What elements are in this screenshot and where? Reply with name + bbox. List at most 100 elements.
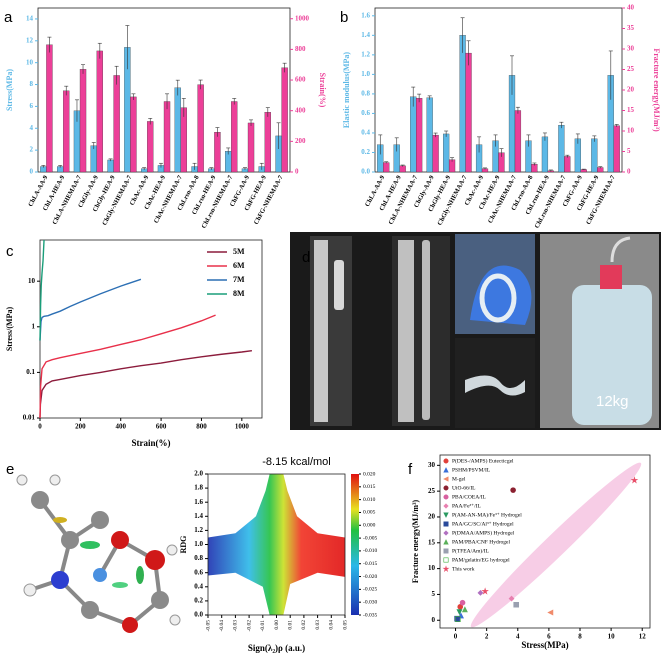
y2-tick-label: 5	[627, 147, 631, 155]
point	[547, 609, 554, 616]
colorbar-label: 0.005	[363, 510, 376, 516]
x-tick-label: 0.05	[342, 620, 348, 630]
legend-marker	[443, 512, 449, 518]
bar	[514, 110, 522, 173]
legend-marker	[443, 530, 449, 536]
plot-frame	[39, 239, 263, 419]
bar	[96, 50, 103, 173]
legend-label: P(TFEA/Am)/IL	[452, 547, 490, 554]
legend-label: PBA/COEA/IL	[452, 494, 487, 500]
legend-marker	[443, 548, 449, 554]
y-tick-label: 8	[30, 80, 34, 88]
legend-label: M-gel	[452, 476, 466, 482]
bar	[281, 67, 288, 173]
rdg-cloud	[208, 474, 345, 615]
chart-title: -8.15 kcal/mol	[262, 456, 330, 468]
bar	[591, 138, 598, 173]
x-tick-label: 400	[115, 423, 126, 431]
y-axis-label: Stress/(MPa)	[5, 307, 14, 352]
y-tick-label: 1.2	[194, 526, 203, 534]
panel-label: d	[302, 249, 310, 266]
legend-marker	[443, 476, 449, 482]
point	[459, 599, 466, 606]
y-tick-label: 10	[28, 277, 36, 285]
legend-marker	[443, 485, 449, 491]
x-tick-label: -0.04	[219, 620, 225, 632]
point	[456, 609, 463, 616]
line	[39, 349, 253, 419]
y-tick-label: 1.4	[194, 512, 203, 520]
y-tick-label: 1.0	[194, 540, 203, 548]
y-tick-label: 1.0	[361, 70, 370, 78]
bar	[107, 159, 114, 173]
legend-label: This work	[452, 566, 475, 572]
bar	[416, 98, 423, 173]
x-axis-label: Strain(%)	[132, 438, 171, 448]
colorbar-label: -0.035	[363, 612, 377, 618]
y-tick-label: 1.6	[361, 11, 370, 19]
x-tick-label: 0.00	[274, 620, 280, 630]
colorbar-label: -0.030	[363, 599, 377, 605]
bar	[147, 121, 154, 173]
y2-tick-label: 40	[627, 4, 635, 12]
y-tick-label: 1.4	[361, 31, 370, 39]
point	[477, 589, 484, 596]
y-tick-label: 1	[32, 322, 36, 330]
point	[630, 476, 639, 484]
bar	[574, 138, 581, 173]
x-tick-label: 0.04	[329, 620, 335, 630]
legend-label: P(AM-AN-MA)/Fe³⁺ Hydrogel	[452, 511, 522, 518]
y-tick-label: 0.2	[194, 597, 203, 605]
bar	[214, 131, 221, 173]
x-tick-label: -0.03	[233, 620, 239, 632]
y2-axis-label: Strain(%)	[318, 73, 327, 108]
y-tick-label: 5	[432, 590, 436, 598]
bar	[465, 52, 472, 173]
legend-marker	[443, 467, 449, 473]
bar	[613, 125, 620, 173]
y-axis-label: Fracture energy(MJ/m³)	[411, 500, 420, 584]
bar	[264, 112, 271, 173]
y-tick-label: 30	[428, 461, 436, 469]
y-tick-label: 0	[30, 168, 34, 176]
y2-tick-label: 35	[627, 24, 635, 32]
y2-tick-label: 15	[627, 106, 635, 114]
bar	[163, 101, 171, 173]
bar	[383, 162, 390, 173]
point	[510, 487, 516, 493]
colorbar-label: -0.015	[363, 561, 377, 567]
bar	[443, 133, 450, 173]
line	[39, 239, 45, 341]
y2-tick-label: 25	[627, 65, 635, 73]
y-tick-label: 10	[428, 564, 436, 572]
legend-marker	[443, 503, 449, 509]
x-tick-label: 0.01	[287, 620, 293, 630]
legend-label: P(DES-/AMPS) Eutecticgel	[452, 457, 514, 464]
bar	[410, 96, 417, 173]
x-tick-label: 600	[156, 423, 167, 431]
y2-tick-label: 10	[627, 127, 635, 135]
legend-label: PAA/Fe³⁺/IL	[452, 502, 481, 509]
x-tick-label: -0.01	[260, 620, 266, 632]
point	[455, 616, 461, 623]
y-tick-label: 0.6	[194, 568, 203, 576]
x-tick-label: 10	[608, 633, 616, 641]
bar	[197, 84, 204, 173]
legend-marker	[442, 565, 450, 572]
panel-label: b	[340, 9, 348, 26]
line	[39, 278, 142, 341]
y-tick-label: 0.6	[361, 109, 370, 117]
x-tick-label: -0.05	[205, 620, 211, 632]
bar	[79, 69, 87, 173]
panel-label: e	[6, 461, 14, 478]
bar	[231, 101, 238, 173]
y-tick-label: 20	[428, 513, 436, 521]
legend-label: 6M	[233, 261, 245, 270]
bar	[113, 75, 120, 173]
legend-label: PAM/PBA/CNF Hydrogel	[452, 539, 510, 545]
colorbar-label: -0.025	[363, 587, 377, 593]
colorbar-label: 0.000	[363, 523, 376, 529]
colorbar-label: 0.020	[363, 471, 376, 477]
y-tick-label: 6	[30, 102, 34, 110]
